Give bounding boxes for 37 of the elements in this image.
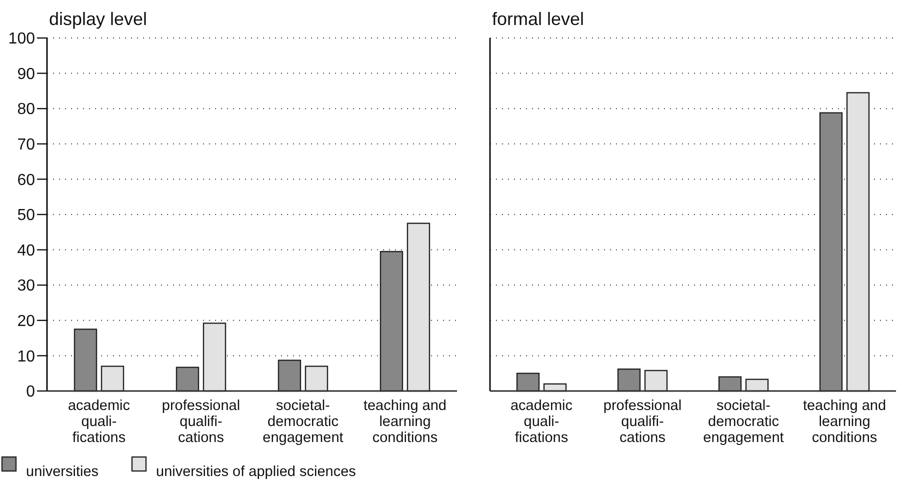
bar [278, 360, 302, 392]
legend-label: universities [26, 464, 99, 480]
bar [380, 250, 404, 392]
x-tick-label: teaching and learning conditions [363, 398, 447, 446]
y-tick-label: 90 [17, 66, 36, 83]
bar [846, 92, 870, 392]
bar [516, 372, 540, 392]
bar [406, 222, 430, 392]
bar [202, 322, 226, 392]
bar [819, 112, 843, 392]
x-tick-label: societal- democratic engagement [703, 398, 784, 446]
y-tick-label: 80 [17, 101, 36, 118]
y-tick-label: 70 [17, 136, 36, 154]
y-tick-label: 30 [17, 278, 36, 295]
bar [617, 368, 641, 392]
y-tick-label: 60 [17, 172, 36, 189]
x-tick-label: professional qualifi- cations [162, 398, 240, 446]
x-tick-label: professional qualifi- cations [603, 398, 682, 446]
bar [100, 366, 124, 392]
bar [176, 366, 200, 392]
y-tick-label: 10 [17, 348, 36, 366]
x-tick-label: academic quali- fications [68, 398, 130, 446]
bar [304, 366, 328, 392]
bar [74, 328, 98, 392]
y-tick-label: 20 [17, 313, 36, 330]
bar [718, 376, 742, 392]
y-tick-label: 100 [8, 30, 36, 48]
x-tick-label: societal- democratic engagement [262, 398, 344, 446]
y-tick-label: 50 [17, 207, 36, 224]
legend-label: universities of applied sciences [156, 464, 356, 480]
y-tick-label: 40 [17, 242, 36, 260]
chart-title: display level [49, 9, 148, 29]
x-tick-label: academic quali- fications [510, 398, 573, 446]
chart-title: formal level [492, 9, 584, 29]
bar [644, 370, 668, 392]
x-tick-label: teaching and learning conditions [802, 398, 886, 446]
y-tick-label: 0 [26, 384, 36, 401]
